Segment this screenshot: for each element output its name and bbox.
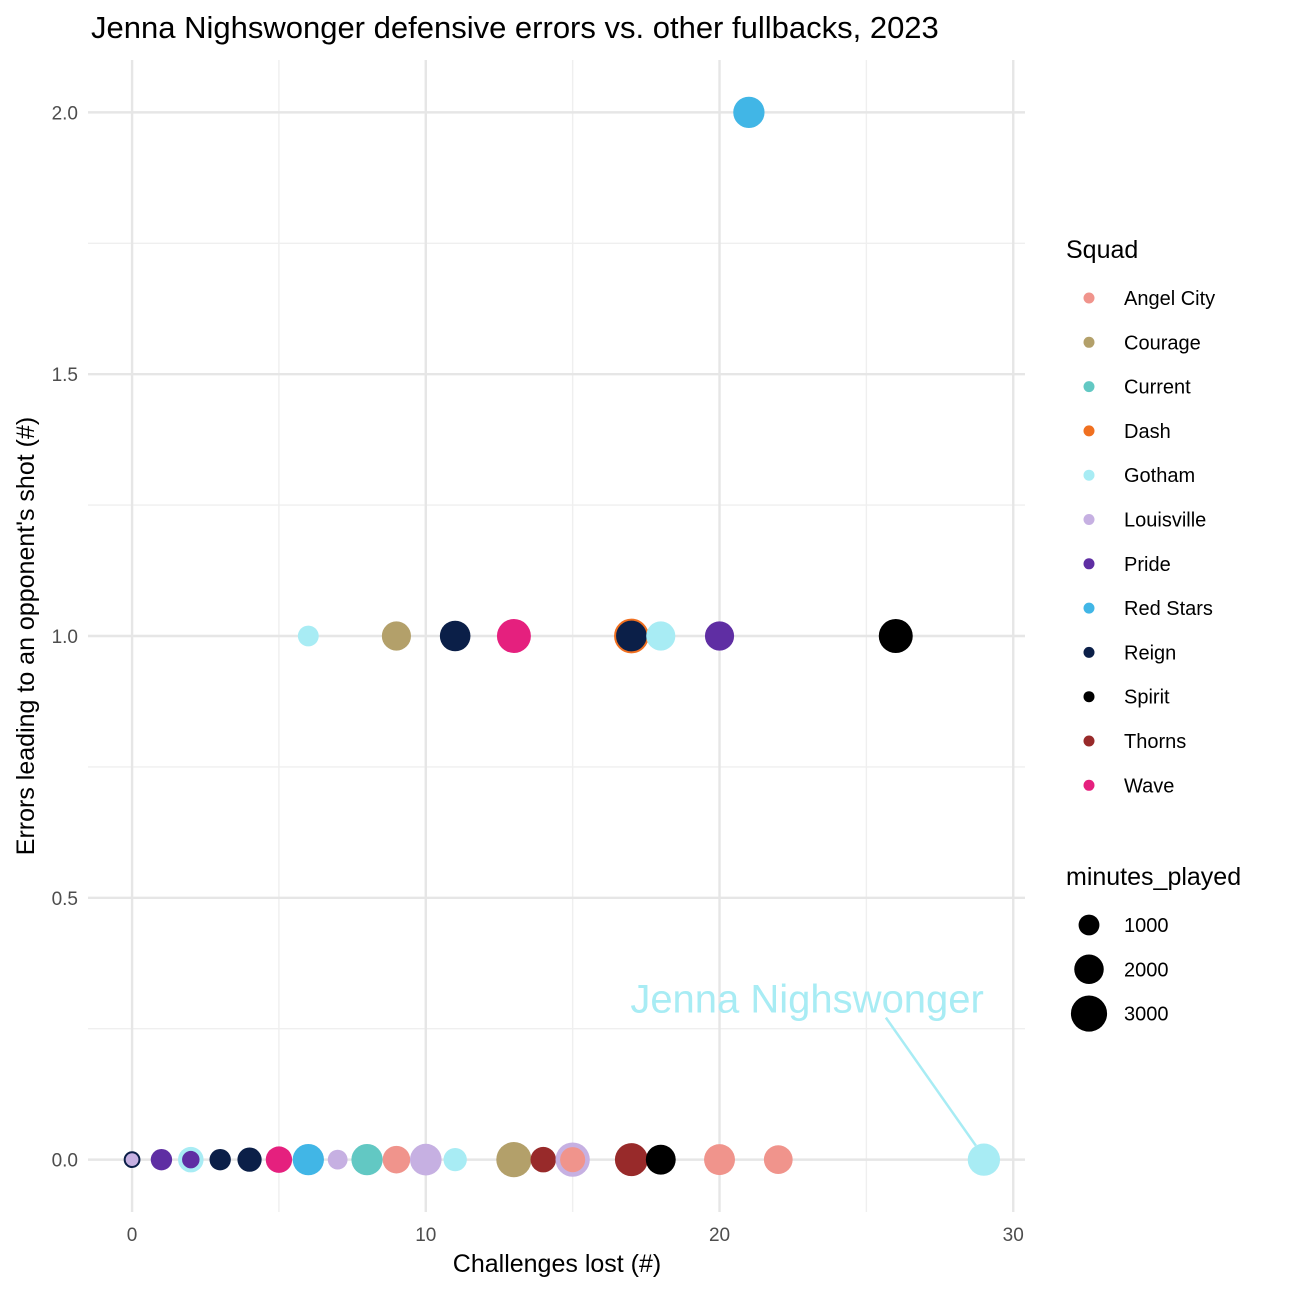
data-point bbox=[614, 1143, 648, 1177]
data-point bbox=[123, 1151, 141, 1169]
data-point bbox=[967, 1143, 1001, 1176]
legend-swatch bbox=[1083, 381, 1095, 393]
legend-label: Wave bbox=[1124, 775, 1174, 797]
annotation-label: Jenna Nighswonger bbox=[630, 978, 984, 1022]
data-point bbox=[763, 1145, 793, 1175]
legend-size-title: minutes_played bbox=[1066, 863, 1241, 891]
data-point bbox=[382, 1145, 411, 1174]
data-point bbox=[409, 1143, 442, 1176]
legend-label: Thorns bbox=[1124, 731, 1186, 753]
legend-swatch bbox=[1083, 779, 1095, 791]
data-point bbox=[645, 1144, 676, 1175]
data-point bbox=[496, 619, 531, 653]
data-point bbox=[209, 1148, 231, 1171]
legend-size-swatch bbox=[1078, 914, 1100, 936]
data-points bbox=[123, 96, 1001, 1178]
legend-swatch bbox=[1083, 514, 1095, 525]
legend-label: Dash bbox=[1124, 421, 1171, 443]
legend-swatch bbox=[1083, 735, 1095, 747]
legend-swatch bbox=[1083, 558, 1095, 570]
data-point bbox=[560, 1147, 586, 1173]
data-point bbox=[292, 1143, 324, 1176]
legend-color-title: Squad bbox=[1066, 236, 1138, 264]
legend-color-items: Angel City Courage Current Dash Gotham Louisv… bbox=[1083, 288, 1215, 797]
y-tick-label: 0.0 bbox=[52, 1151, 78, 1172]
data-point bbox=[182, 1150, 200, 1169]
legend-label: Spirit bbox=[1124, 687, 1170, 709]
legend-size-label: 2000 bbox=[1124, 959, 1169, 981]
y-tick-label: 1.5 bbox=[52, 365, 78, 386]
data-point bbox=[443, 1147, 467, 1172]
data-point bbox=[704, 1144, 735, 1176]
data-point bbox=[530, 1146, 557, 1173]
y-tick-label: 0.5 bbox=[52, 889, 78, 910]
legend-label: Reign bbox=[1124, 642, 1176, 664]
legend-swatch bbox=[1083, 646, 1095, 658]
data-point bbox=[496, 1142, 532, 1178]
x-tick-label: 0 bbox=[127, 1225, 138, 1246]
legend-label: Courage bbox=[1124, 332, 1201, 354]
y-tick-label: 1.0 bbox=[52, 627, 78, 648]
legend-swatch bbox=[1083, 336, 1095, 348]
data-point bbox=[878, 619, 913, 653]
data-point bbox=[439, 620, 471, 652]
data-point bbox=[265, 1146, 293, 1173]
legend-swatch bbox=[1083, 469, 1095, 481]
legend-swatch bbox=[1083, 691, 1095, 703]
legend-size-items: 1000 2000 3000 bbox=[1070, 914, 1169, 1032]
data-point bbox=[327, 1149, 348, 1170]
x-tick-label: 10 bbox=[415, 1225, 436, 1246]
x-tick-label: 20 bbox=[709, 1225, 730, 1246]
legend-label: Angel City bbox=[1124, 288, 1215, 310]
annotation-leader-line bbox=[884, 1016, 977, 1147]
legend-swatch bbox=[1083, 292, 1095, 304]
legend-label: Red Stars bbox=[1124, 598, 1213, 620]
x-tick-label: 30 bbox=[1003, 1225, 1024, 1246]
x-axis-title: Challenges lost (#) bbox=[453, 1250, 661, 1278]
legend: Squad Angel City Courage Current Dash Gotham… bbox=[1066, 236, 1241, 1032]
y-tick-label: 2.0 bbox=[52, 103, 78, 124]
legend-size-swatch bbox=[1070, 995, 1108, 1032]
data-point bbox=[704, 621, 735, 651]
data-point bbox=[614, 618, 649, 654]
legend-label: Gotham bbox=[1124, 465, 1195, 487]
data-point bbox=[150, 1148, 173, 1171]
x-axis-tick-labels: 0 10 20 30 bbox=[127, 1225, 1024, 1246]
legend-swatch bbox=[1083, 425, 1095, 437]
legend-label: Pride bbox=[1124, 554, 1171, 576]
legend-label: Louisville bbox=[1124, 510, 1206, 532]
legend-size-label: 1000 bbox=[1124, 915, 1169, 937]
legend-swatch bbox=[1083, 602, 1095, 614]
data-point bbox=[733, 96, 765, 129]
data-point bbox=[381, 621, 411, 651]
data-point bbox=[297, 625, 319, 647]
legend-size-label: 3000 bbox=[1124, 1004, 1169, 1026]
legend-label: Current bbox=[1124, 377, 1191, 399]
data-point bbox=[351, 1143, 383, 1176]
chart-title: Jenna Nighswonger defensive errors vs. o… bbox=[91, 10, 939, 45]
data-point bbox=[646, 621, 676, 651]
data-point bbox=[237, 1147, 262, 1172]
legend-size-swatch bbox=[1074, 954, 1104, 985]
y-axis-title: Errors leading to an opponent's shot (#) bbox=[12, 417, 40, 855]
y-axis-tick-labels: 0.0 0.5 1.0 1.5 2.0 bbox=[52, 103, 78, 1171]
